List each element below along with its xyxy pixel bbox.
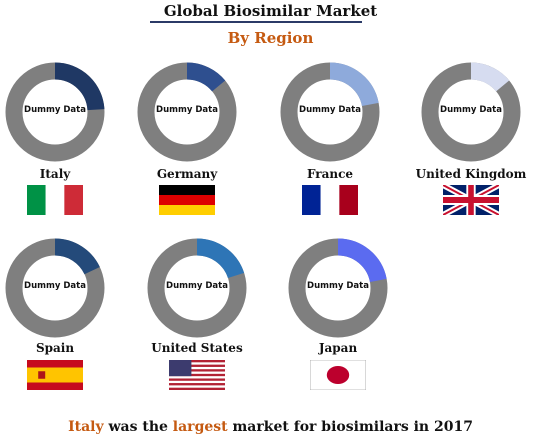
donut-center-label: Dummy Data xyxy=(156,105,218,115)
donut-france: Dummy Data xyxy=(280,62,380,162)
chart-subtitle: By Region xyxy=(227,29,314,47)
footer-text-2: market for biosimilars in 2017 xyxy=(227,419,473,435)
country-label-italy: Italy xyxy=(39,167,71,181)
uk-flag xyxy=(441,182,501,218)
donut-center-label: Dummy Data xyxy=(440,105,502,115)
donut-segment-united-kingdom xyxy=(421,62,521,162)
chart-title: Global Biosimilar Market xyxy=(163,2,378,20)
title-underline xyxy=(150,21,362,23)
donut-germany: Dummy Data xyxy=(137,62,237,162)
donut-spain: Dummy Data xyxy=(5,238,105,338)
donut-segment-france xyxy=(280,62,380,162)
spain-flag xyxy=(27,360,83,390)
donut-segment-germany xyxy=(137,62,237,162)
usa-flag xyxy=(169,360,225,390)
japan-flag xyxy=(309,359,367,391)
donut-japan: Dummy Data xyxy=(288,238,388,338)
footer-note: Italy was the largest market for biosimi… xyxy=(0,419,541,435)
footer-text-1: was the xyxy=(103,419,173,435)
donut-center-label: Dummy Data xyxy=(166,281,228,291)
donut-italy: Dummy Data xyxy=(5,62,105,162)
donut-center-label: Dummy Data xyxy=(24,281,86,291)
donut-segment-spain xyxy=(5,238,105,338)
donut-united-kingdom: Dummy Data xyxy=(421,62,521,162)
italy-flag xyxy=(27,185,83,215)
donut-center-label: Dummy Data xyxy=(24,105,86,115)
france-flag xyxy=(302,185,358,215)
donut-center-label: Dummy Data xyxy=(299,105,361,115)
germany-flag xyxy=(159,185,215,215)
donut-segment-italy xyxy=(5,62,105,162)
footer-country: Italy xyxy=(68,419,104,435)
country-label-united-states: United States xyxy=(151,341,243,355)
country-label-france: France xyxy=(306,167,354,181)
donut-segment-japan xyxy=(288,238,388,338)
donut-united-states: Dummy Data xyxy=(147,238,247,338)
footer-emphasis: largest xyxy=(172,419,228,435)
country-label-spain: Spain xyxy=(35,341,75,355)
donut-center-label: Dummy Data xyxy=(307,281,369,291)
country-label-united-kingdom: United Kingdom xyxy=(415,167,527,181)
donut-segment-united-states xyxy=(147,238,247,338)
country-label-japan: Japan xyxy=(318,341,358,355)
country-label-germany: Germany xyxy=(156,167,218,181)
